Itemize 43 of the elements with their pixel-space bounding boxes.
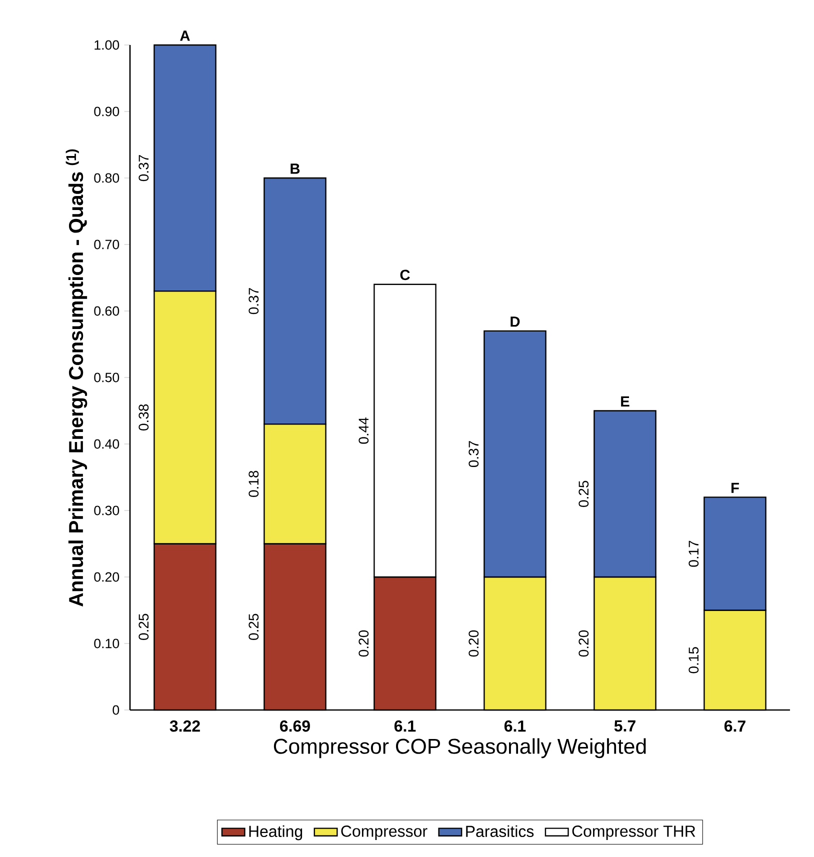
x-axis-title: Compressor COP Seasonally Weighted: [274, 738, 646, 758]
data-label: 0.44: [358, 418, 369, 444]
y-tick-label: 0.90: [94, 106, 120, 116]
data-label: 0.17: [688, 540, 699, 567]
y-tick-label: 0.70: [94, 240, 120, 250]
annotation: C: [400, 270, 410, 280]
data-label: 0.15: [688, 647, 699, 674]
y-tick-label: 0.50: [94, 372, 120, 382]
y-tick-label: 0.60: [94, 306, 120, 316]
data-label: 0.18: [248, 470, 259, 497]
annotation: F: [731, 482, 739, 493]
x-tick-label: 6.69: [280, 720, 310, 732]
x-tick-label: 6.1: [394, 720, 416, 732]
data-label: 0.37: [138, 155, 149, 182]
x-tick-label: 6.1: [504, 720, 526, 732]
x-tick-label: 6.7: [724, 720, 746, 732]
legend-label: Parasitics: [466, 825, 534, 838]
y-tick-label: 0: [112, 705, 120, 715]
data-label: 0.25: [578, 480, 589, 507]
text: A: [180, 30, 190, 41]
y-tick-label: 1.00: [94, 40, 120, 50]
data-label: 0.38: [138, 404, 149, 430]
y-tick-label: 0.20: [94, 572, 120, 582]
legend-label: Compressor: [341, 826, 428, 840]
annotation: B: [290, 164, 300, 174]
data-label: 0.25: [248, 614, 259, 640]
y-tick-label: 0.30: [94, 506, 120, 516]
data-label: 0.25: [138, 614, 149, 640]
x-tick-label: 5.7: [614, 720, 636, 732]
y-tick-label: 0.80: [94, 173, 120, 183]
y-tick-label: 0.10: [94, 638, 120, 648]
annotation: E: [621, 396, 630, 406]
y-axis-title: Annual Primary Energy Consumption - Quads $^{(1)}$: [66, 149, 88, 606]
legend-label: Compressor THR: [572, 826, 696, 840]
data-label: 0.20: [468, 630, 479, 657]
legend-label: Heating: [249, 825, 302, 840]
data-label: 0.37: [248, 288, 259, 314]
data-label: 0.20: [578, 630, 589, 657]
data-label: 0.20: [358, 630, 369, 657]
annotation: D: [510, 316, 520, 327]
data-label: 0.37: [468, 441, 479, 468]
y-tick-label: 0.40: [94, 439, 120, 449]
x-tick-label: 3.22: [170, 720, 200, 732]
